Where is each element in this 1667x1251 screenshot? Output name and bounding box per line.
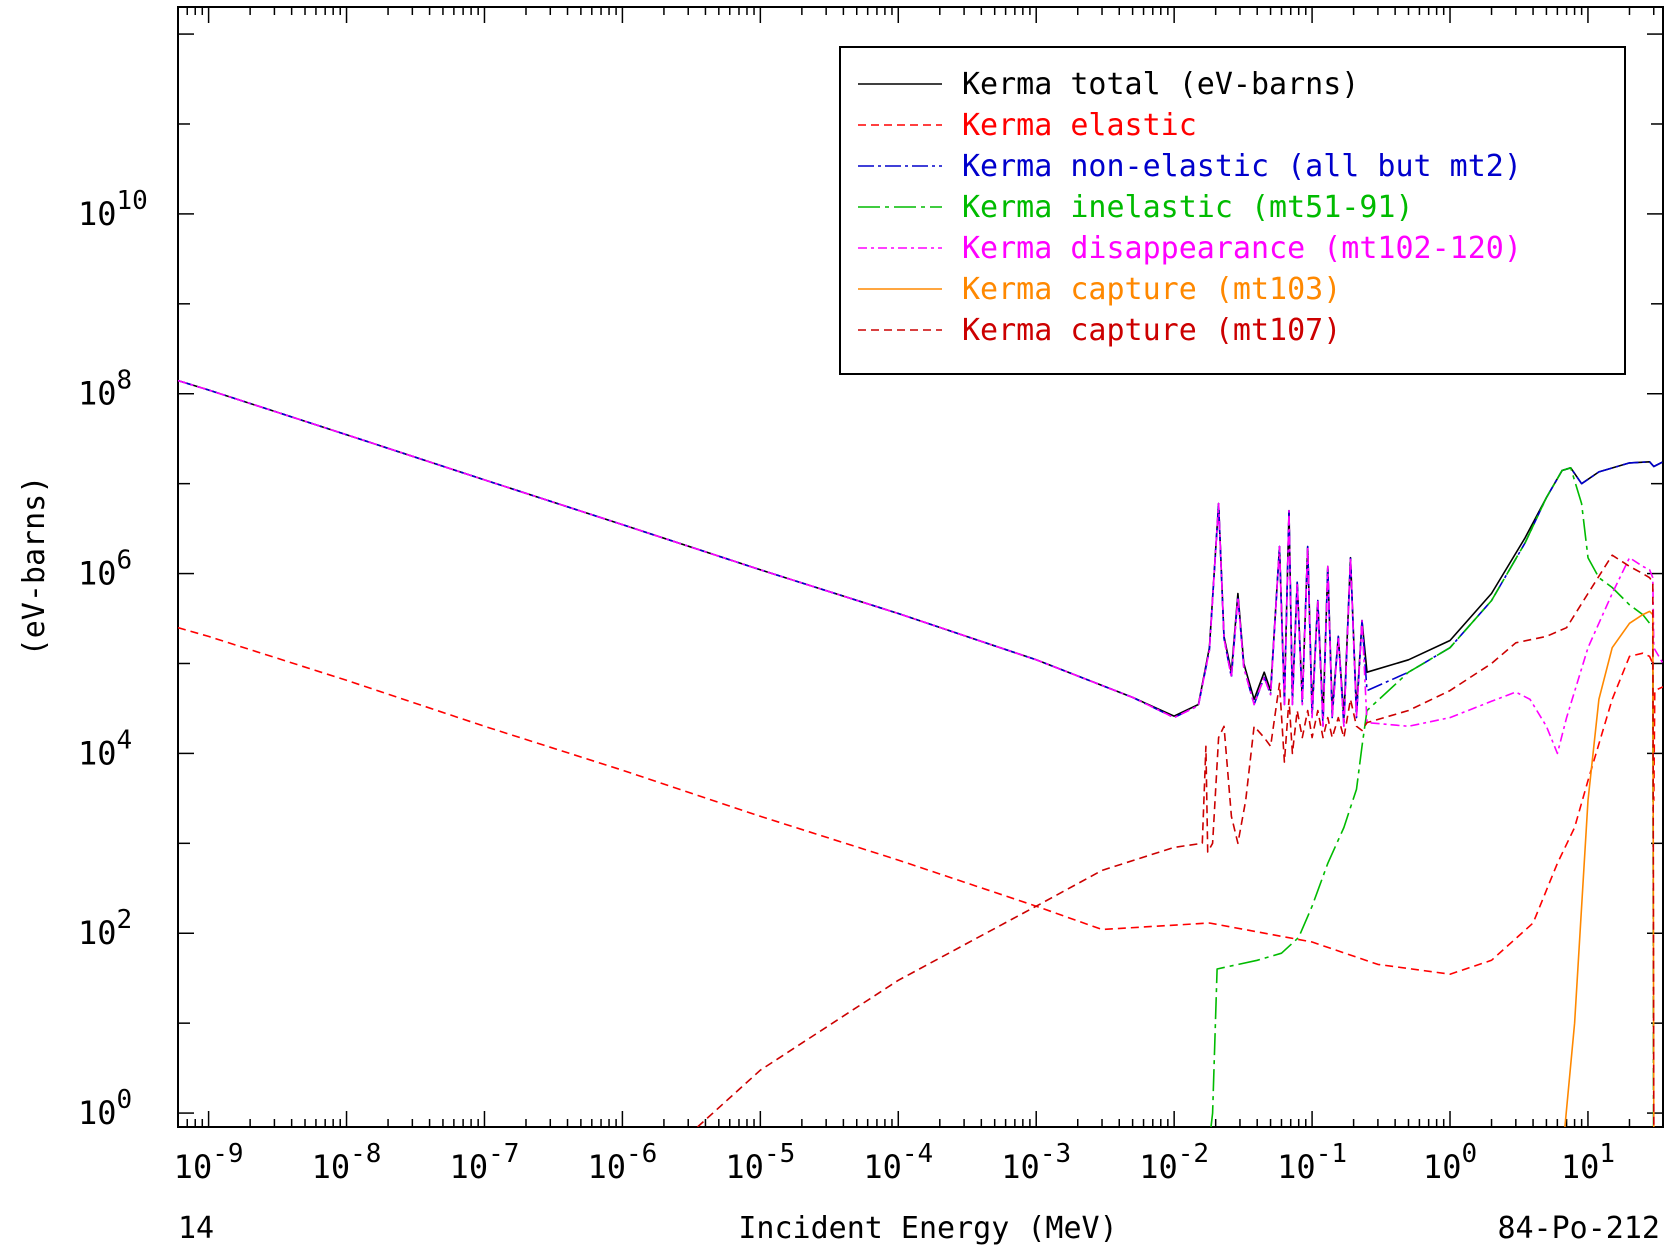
series-line-5 [178, 379, 1663, 755]
x-tick-label: 10-1 [1277, 1139, 1347, 1186]
footer-right-label: 84-Po-212 [1497, 1211, 1660, 1246]
y-axis-label: (eV-barns) [17, 476, 52, 657]
x-axis-label: Incident Energy (MeV) [738, 1211, 1117, 1246]
y-tick-label: 108 [78, 366, 132, 413]
legend-label: Kerma capture (mt107) [962, 313, 1341, 348]
y-tick-label: 104 [78, 725, 132, 772]
legend-box [839, 46, 1626, 375]
series-lines [178, 379, 1663, 1127]
series-line-7 [696, 554, 1655, 1127]
x-tick-label: 10-7 [450, 1139, 520, 1186]
legend-label: Kerma inelastic (mt51-91) [962, 190, 1414, 225]
legend-label: Kerma total (eV-barns) [962, 67, 1359, 102]
x-tick-label: 10-6 [587, 1139, 657, 1186]
x-tick-label: 10-8 [312, 1139, 382, 1186]
series-line-6 [1564, 610, 1655, 1127]
tick-marks [177, 7, 1663, 1127]
x-tick-label: 10-9 [174, 1139, 244, 1186]
legend-label: Kerma capture (mt103) [962, 272, 1341, 307]
legend-label: Kerma disappearance (mt102-120) [962, 231, 1522, 266]
y-tick-label: 100 [78, 1085, 132, 1132]
x-tick-label: 10-2 [1139, 1139, 1209, 1186]
legend-label: Kerma elastic [962, 108, 1197, 143]
x-tick-label: 101 [1561, 1139, 1615, 1186]
series-line-3 [178, 379, 1663, 728]
x-tick-label: 100 [1423, 1139, 1477, 1186]
x-tick-label: 10-5 [725, 1139, 795, 1186]
y-tick-label: 106 [78, 546, 132, 593]
series-line-1 [178, 379, 1663, 719]
y-tick-label: 102 [78, 905, 132, 952]
y-tick-labels: 100 102 104 106 108 1010 [78, 186, 148, 1132]
footer-left-label: 14 [178, 1211, 214, 1246]
x-tick-label: 10-4 [863, 1139, 933, 1186]
plot-frame [177, 6, 1664, 1128]
legend: Kerma total (eV-barns) Kerma elastic Kerma… [839, 46, 1626, 375]
x-tick-label: 10-3 [1001, 1139, 1071, 1186]
x-tick-labels: 10-9 10-8 10-7 10-6 10-5 10-4 10-3 10-2 10-1 100 1… [174, 1139, 1615, 1186]
y-tick-label: 1010 [78, 186, 148, 233]
series-line-2 [178, 626, 1663, 976]
series-line-4 [1210, 466, 1655, 1127]
legend-label: Kerma non-elastic (all but mt2) [962, 149, 1522, 184]
